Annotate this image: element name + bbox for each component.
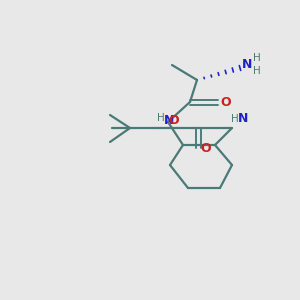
Text: O: O: [201, 142, 211, 154]
Text: O: O: [221, 95, 231, 109]
Text: O: O: [169, 113, 179, 127]
Text: N: N: [242, 58, 252, 70]
Text: H: H: [253, 53, 261, 63]
Text: H: H: [253, 66, 261, 76]
Text: N: N: [164, 113, 174, 127]
Text: H: H: [231, 114, 239, 124]
Text: N: N: [238, 112, 248, 125]
Text: H: H: [157, 113, 165, 123]
